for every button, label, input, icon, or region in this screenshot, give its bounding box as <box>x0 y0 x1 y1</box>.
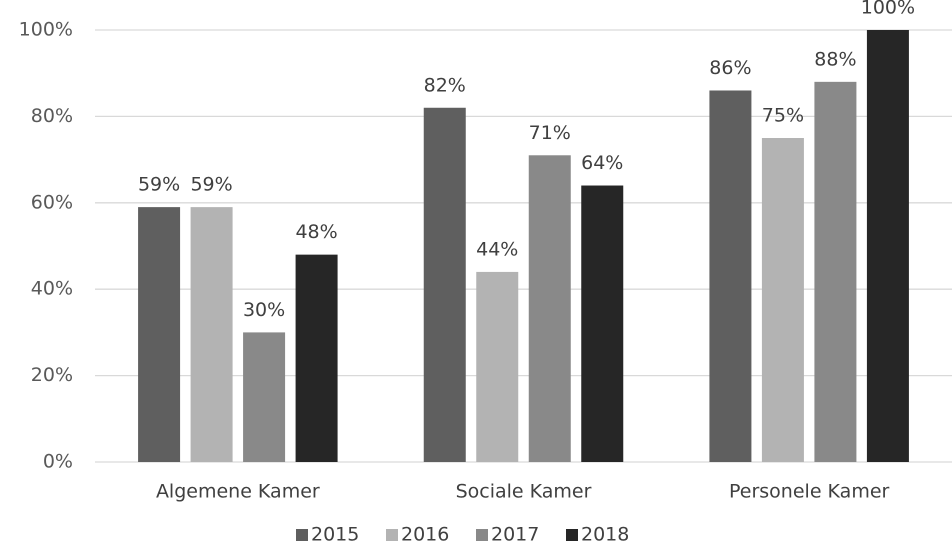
data-label: 59% <box>190 174 232 196</box>
y-tick-label: 40% <box>31 278 73 300</box>
bar <box>866 30 909 462</box>
legend-label: 2018 <box>581 524 629 546</box>
bar <box>528 155 571 462</box>
x-tick-label: Personele Kamer <box>729 481 890 503</box>
data-label: 100% <box>861 0 915 19</box>
data-label: 75% <box>762 105 804 127</box>
data-label: 59% <box>138 174 180 196</box>
bar <box>476 271 519 462</box>
legend-swatch <box>476 529 488 541</box>
legend-swatch <box>566 529 578 541</box>
bar <box>709 90 752 462</box>
data-label: 86% <box>709 57 751 79</box>
bar <box>814 81 857 462</box>
legend-swatch <box>296 529 308 541</box>
bar <box>423 107 466 462</box>
bar <box>243 332 286 462</box>
bar <box>138 207 181 462</box>
data-label: 64% <box>581 152 623 174</box>
bar <box>295 254 338 462</box>
data-label: 30% <box>243 299 285 321</box>
data-label: 48% <box>295 221 337 243</box>
bar <box>581 185 624 462</box>
y-tick-label: 60% <box>31 191 73 213</box>
x-tick-label: Sociale Kamer <box>456 481 592 503</box>
legend-label: 2017 <box>491 524 539 546</box>
x-tick-label: Algemene Kamer <box>156 481 320 503</box>
y-tick-label: 0% <box>43 451 73 473</box>
data-label: 44% <box>476 238 518 260</box>
data-label: 71% <box>529 122 571 144</box>
y-tick-label: 80% <box>31 105 73 127</box>
data-label: 88% <box>814 48 856 70</box>
y-tick-label: 20% <box>31 364 73 386</box>
legend-label: 2015 <box>311 524 359 546</box>
bar <box>761 138 804 462</box>
legend-swatch <box>386 529 398 541</box>
y-tick-label: 100% <box>19 19 73 41</box>
bar <box>190 207 233 462</box>
data-label: 82% <box>424 74 466 96</box>
legend-label: 2016 <box>401 524 449 546</box>
